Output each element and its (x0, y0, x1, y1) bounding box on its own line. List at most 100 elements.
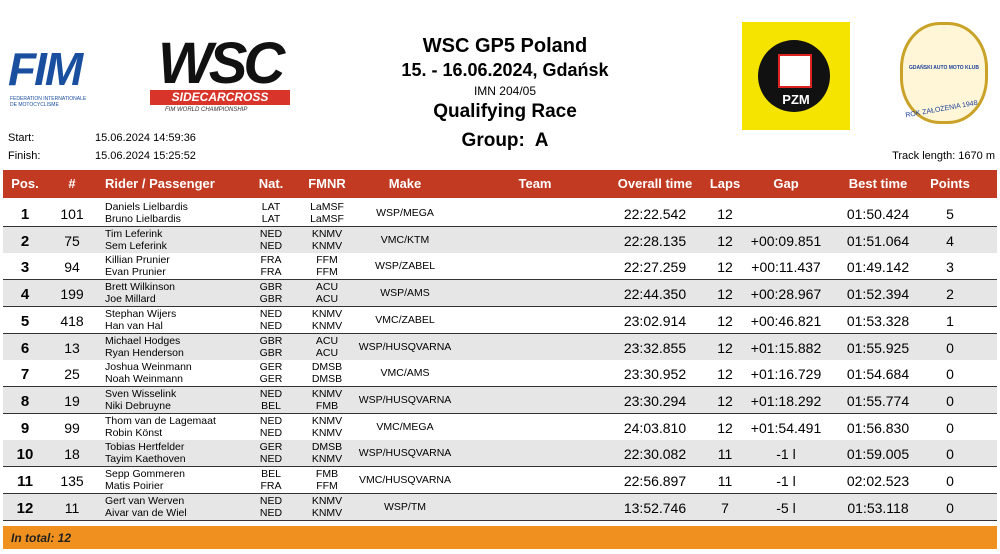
best-time: 01:53.328 (846, 312, 910, 329)
nationality: BEL (261, 399, 281, 412)
fmnr: FMB (315, 399, 339, 412)
wsc-logo: WSC (158, 31, 285, 96)
rider: Matis Poirier (105, 480, 164, 492)
laps: 12 (717, 339, 733, 356)
column-header: Points (930, 176, 970, 191)
laps: 12 (717, 419, 733, 436)
rider: Tim Leferink (105, 227, 163, 240)
fmnr: ACU (315, 281, 339, 294)
rider: Killian Prunier (105, 254, 170, 267)
points: 0 (946, 419, 954, 436)
points: 1 (946, 312, 954, 329)
overall-time: 22:22.542 (623, 206, 687, 222)
nationality: GER (259, 441, 283, 454)
fmnr: FFM (316, 266, 338, 279)
column-header: FMNR (308, 176, 346, 191)
laps: 11 (717, 446, 733, 463)
number: 18 (64, 446, 80, 463)
best-time: 01:53.118 (847, 499, 909, 516)
laps: 7 (721, 499, 729, 516)
position: 12 (16, 499, 34, 517)
number: 199 (60, 286, 84, 303)
table-row: 3 94 Killian Prunier Evan Prunier FRA FRA FFM F… (3, 253, 997, 281)
points: 0 (946, 499, 954, 516)
nationality: NED (259, 453, 283, 466)
date: 15. - 16.06.2024, Gdańsk (401, 60, 609, 80)
rider: Ryan Henderson (105, 346, 184, 359)
finish-label: Finish: (8, 150, 41, 162)
fmnr: FMB (315, 468, 339, 480)
nationality: FRA (260, 480, 282, 492)
laps: 12 (717, 259, 733, 276)
fim-logo: FIM (8, 43, 83, 95)
table-row: 8 19 Sven Wisselink Niki Debruyne NED BEL KNMV… (3, 386, 997, 414)
make: VMC/HUSQVARNA (359, 474, 451, 486)
nationality: LAT (261, 213, 281, 225)
gap: +01:18.292 (750, 392, 822, 409)
best-time: 01:49.142 (846, 259, 910, 276)
fmnr: DMSB (311, 361, 343, 374)
column-header: Gap (773, 176, 799, 191)
number: 94 (64, 259, 80, 276)
rider: Niki Debruyne (105, 399, 171, 412)
laps: 12 (717, 392, 733, 409)
rider: Stephan Wijers (105, 307, 177, 320)
nationality: NED (259, 227, 283, 240)
nationality: LAT (261, 201, 281, 213)
nationality: NED (259, 414, 283, 427)
column-header: Team (518, 176, 552, 191)
fmnr: KNMV (311, 453, 343, 466)
nationality: GBR (259, 281, 283, 294)
gap: -5 l (776, 499, 796, 516)
club-text: GDAŃSKI AUTO MOTO KLUB (909, 65, 979, 71)
overall-time: 22:28.135 (623, 232, 687, 249)
points: 0 (946, 366, 954, 383)
make: WSP/AMS (380, 287, 430, 300)
fmnr: KNMV (311, 494, 343, 507)
fmnr: DMSB (311, 441, 343, 454)
rider: Robin Könst (105, 426, 163, 439)
fmnr: KNMV (311, 227, 343, 240)
gap: -1 l (776, 446, 796, 463)
number: 75 (64, 232, 80, 249)
table-row: 1 101 Daniels Lielbardis Bruno Lielbardis LA… (3, 200, 997, 227)
laps: 12 (717, 206, 733, 222)
table-row: 2 75 Tim Leferink Sem Leferink NED NED KNMV KNM… (3, 226, 997, 254)
wsc-bar: SIDECARCROSS (150, 90, 290, 105)
overall-time: 22:27.259 (623, 259, 687, 276)
gap: +01:16.729 (750, 366, 822, 383)
gap: +01:54.491 (750, 419, 822, 436)
gap: -1 l (776, 473, 796, 489)
fmnr: KNMV (311, 506, 343, 519)
fmnr: KNMV (311, 426, 343, 439)
position: 4 (20, 286, 30, 304)
best-time: 01:55.925 (846, 339, 910, 356)
laps: 12 (717, 366, 733, 383)
nationality: NED (259, 506, 283, 519)
column-header: Rider / Passenger (105, 176, 215, 191)
best-time: 01:51.064 (846, 232, 910, 249)
start: 15.06.2024 14:59:36 (95, 132, 196, 144)
nationality: FRA (260, 266, 282, 279)
rider: Sven Wisselink (105, 387, 177, 400)
start-label: Start: (8, 132, 35, 144)
fim-sub: FEDERATION INTERNATIONALE DE MOTOCYCLISM… (10, 96, 87, 108)
table-footer: In total: 12 (3, 526, 997, 549)
fmnr: LaMSF (310, 213, 344, 225)
best-time: 01:55.774 (846, 392, 910, 409)
fmnr: LaMSF (310, 201, 344, 213)
gap: +01:15.882 (750, 339, 822, 356)
club-logo: GDAŃSKI AUTO MOTO KLUB (900, 22, 988, 124)
nationality: BEL (261, 468, 281, 480)
best-time: 01:52.394 (846, 286, 910, 303)
overall-time: 23:02.914 (623, 312, 687, 329)
column-header: Nat. (258, 176, 284, 191)
overall-time: 24:03.810 (623, 419, 687, 436)
laps: 11 (717, 473, 733, 489)
rider: Joe Millard (105, 293, 156, 306)
nationality: GBR (259, 293, 283, 306)
table-row: 4 199 Brett Wilkinson Joe Millard GBR GBR ACU A… (3, 280, 997, 308)
number: 19 (64, 392, 80, 409)
column-header: Make (388, 176, 422, 191)
